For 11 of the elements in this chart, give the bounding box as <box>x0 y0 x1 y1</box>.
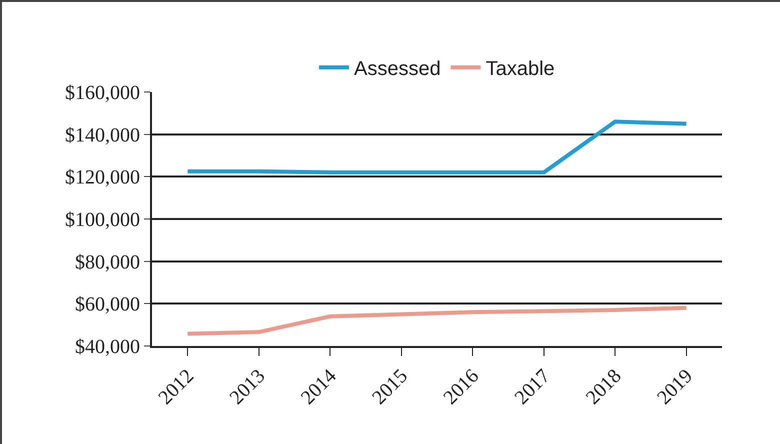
y-tick-label: $40,000 <box>75 336 140 358</box>
y-tick-label: $60,000 <box>75 294 140 316</box>
y-tick-label: $140,000 <box>65 124 140 146</box>
y-tick-label: $160,000 <box>65 82 140 104</box>
legend-label: Taxable <box>486 58 555 80</box>
y-tick-label: $120,000 <box>65 166 140 189</box>
y-tick-label: $80,000 <box>75 251 140 274</box>
y-tick-label: $100,000 <box>65 209 140 231</box>
line-series <box>186 306 688 336</box>
line-series <box>186 120 688 174</box>
legend-label: Assessed <box>354 58 441 80</box>
